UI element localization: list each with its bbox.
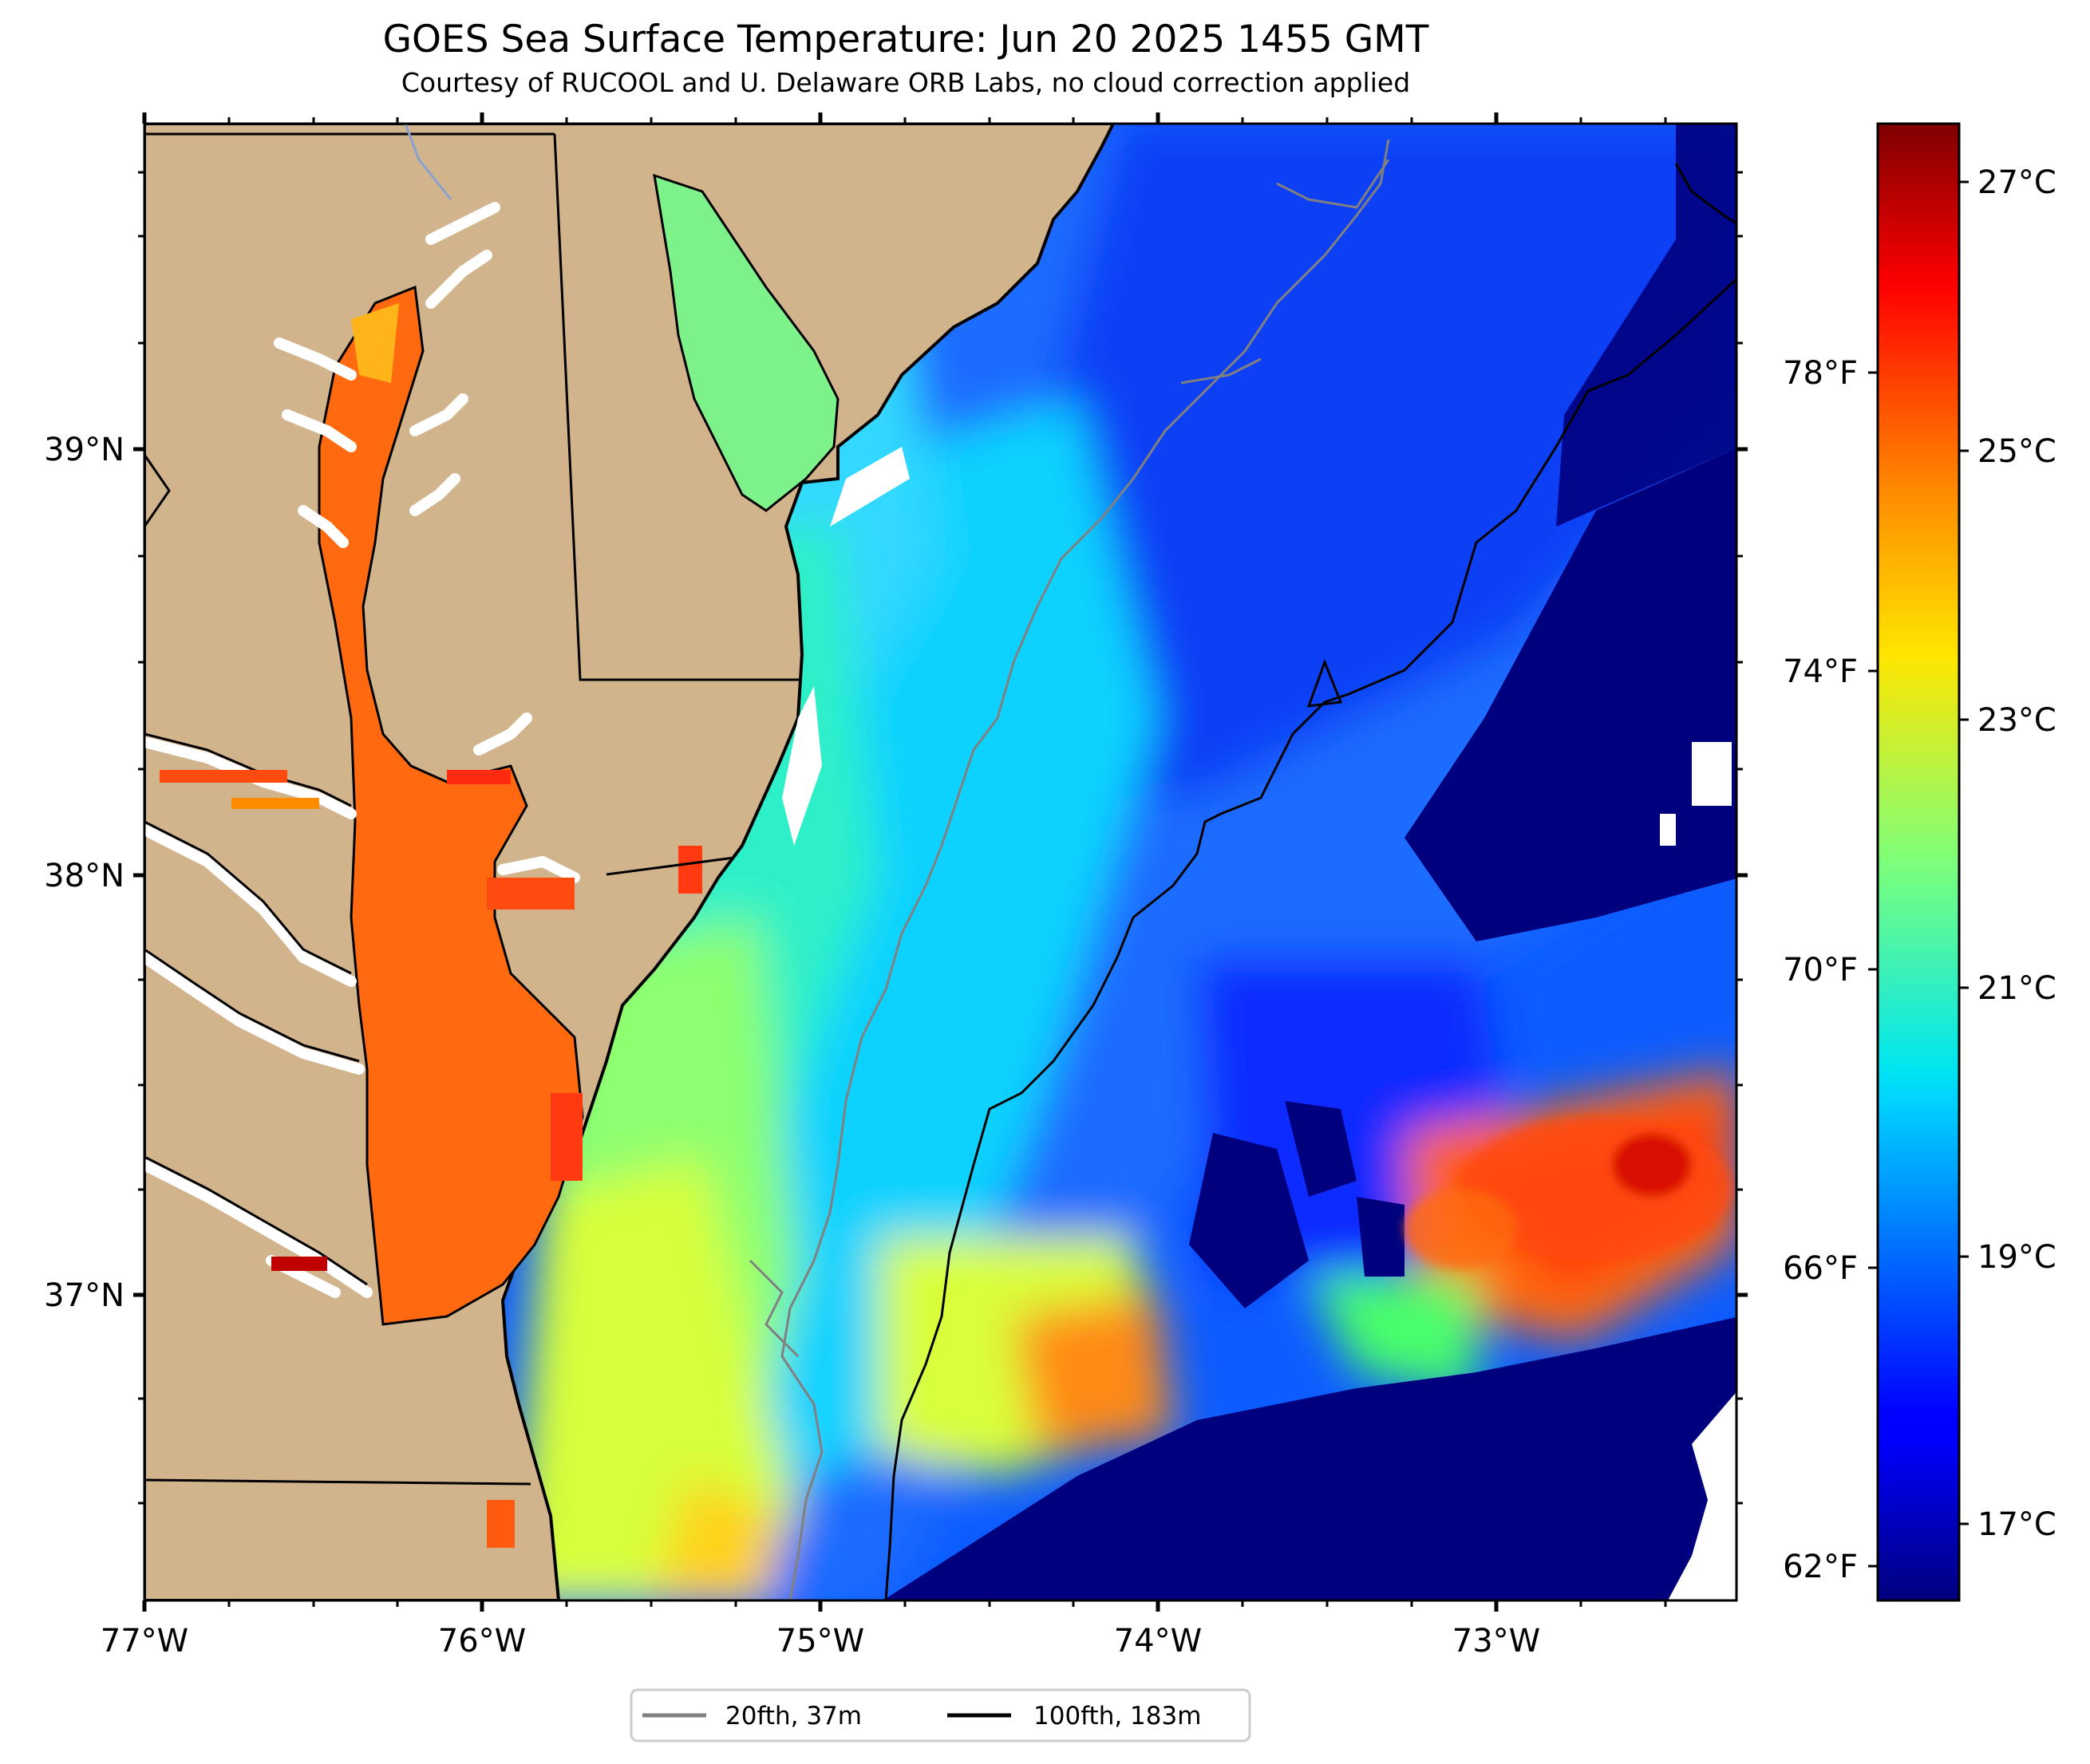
lat-tick-label: 38°N xyxy=(44,858,124,894)
lon-tick-labels: 77°W 76°W 75°W 74°W 73°W xyxy=(101,1623,1540,1659)
colorbar-fahrenheit-tick: 78°F xyxy=(1783,355,1858,392)
delaware-bay xyxy=(653,173,840,512)
legend-label-100fth: 100fth, 183m xyxy=(1033,1702,1201,1730)
lat-tick-label: 37°N xyxy=(44,1277,124,1314)
colorbar-celsius-tick: 21°C xyxy=(1977,970,2056,1007)
state-boundaries xyxy=(144,132,802,1486)
colorbar-fahrenheit-tick: 66°F xyxy=(1783,1250,1858,1287)
map-title: GOES Sea Surface Temperature: Jun 20 202… xyxy=(382,18,1429,61)
colorbar-fahrenheit-tick: 74°F xyxy=(1783,653,1858,690)
isobath-100fth xyxy=(884,163,1736,1600)
axis-ticks xyxy=(133,112,1748,1612)
colorbar-fahrenheit-tick: 62°F xyxy=(1783,1549,1858,1585)
lon-tick-label: 75°W xyxy=(776,1623,864,1659)
lon-tick-label: 73°W xyxy=(1452,1623,1540,1659)
map-area xyxy=(144,124,1736,1600)
warm-eddy xyxy=(1405,1117,1732,1269)
colorbar: 17°C 19°C 21°C 23°C 25°C 27°C 62°F 66°F … xyxy=(1783,122,2056,1602)
colorbar-fahrenheit-tick: 70°F xyxy=(1783,952,1858,989)
colorbar-celsius-tick: 27°C xyxy=(1977,164,2056,201)
colorbar-celsius-tick: 17°C xyxy=(1977,1506,2056,1543)
legend-box xyxy=(630,1688,1251,1742)
colorbar-celsius-tick: 25°C xyxy=(1977,433,2056,470)
lat-tick-label: 39°N xyxy=(44,432,124,468)
lat-tick-labels: 39°N 38°N 37°N xyxy=(44,432,124,1314)
lon-tick-label: 77°W xyxy=(101,1623,188,1659)
land xyxy=(144,124,1116,1600)
map-frame xyxy=(143,122,1738,1602)
river-mouth-warm-pixels xyxy=(160,770,702,1548)
colorbar-celsius-tick: 19°C xyxy=(1977,1239,2056,1276)
map-subtitle: Courtesy of RUCOOL and U. Delaware ORB L… xyxy=(401,67,1411,98)
cold-offshore-water xyxy=(883,124,1736,1600)
legend-label-20fth: 20fth, 37m xyxy=(725,1702,862,1730)
chesapeake-bay xyxy=(318,285,584,1326)
colorbar-gradient xyxy=(1876,122,1961,1602)
isobath-legend: 20fth, 37m 100fth, 183m xyxy=(630,1688,1251,1742)
lon-tick-label: 76°W xyxy=(438,1623,526,1659)
colorbar-celsius-tick: 23°C xyxy=(1977,702,2056,739)
missing-data xyxy=(1660,742,1736,1600)
lon-tick-label: 74°W xyxy=(1114,1623,1202,1659)
isobath-20fth xyxy=(780,139,1390,1600)
